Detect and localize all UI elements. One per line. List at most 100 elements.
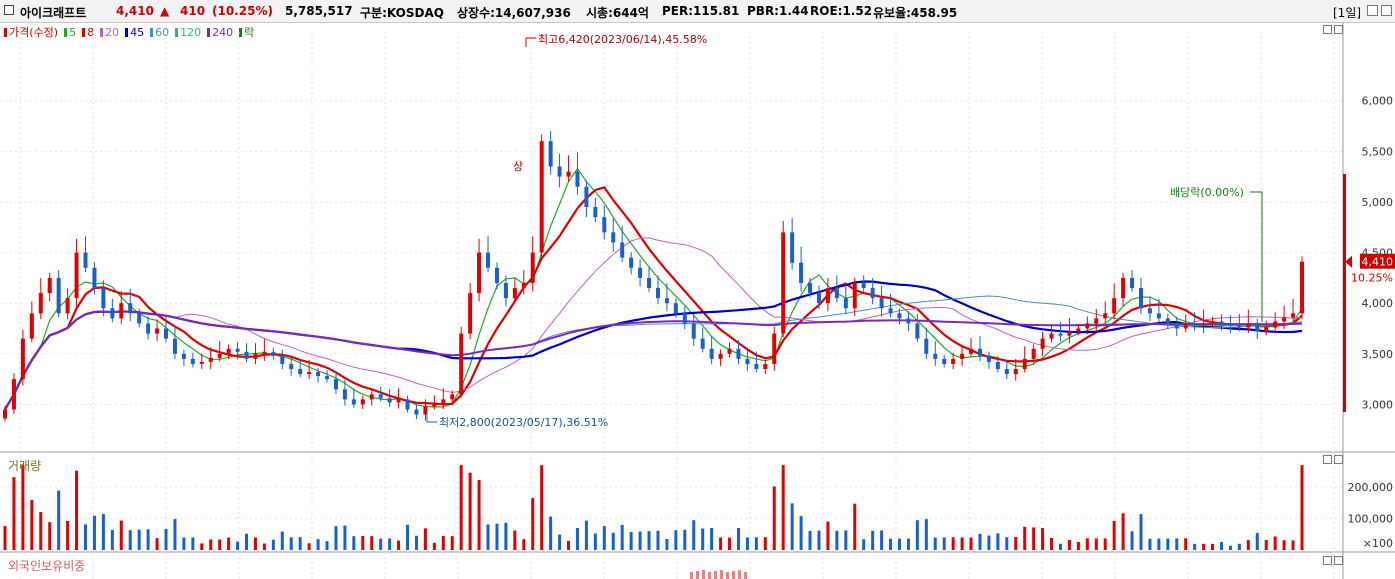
candle-body	[1067, 331, 1072, 336]
period-selector[interactable]: [1일]	[1333, 6, 1362, 20]
legend-swatch-1	[64, 28, 68, 37]
volume-bar	[12, 477, 16, 550]
price-tick-label: 3,500	[1362, 348, 1394, 361]
volume-bar	[200, 543, 204, 550]
high-pointer-icon	[525, 37, 536, 47]
roe-value: ROE:1.52	[810, 4, 873, 18]
candle-body	[593, 207, 598, 218]
candle-body	[369, 394, 374, 400]
volume-bar	[218, 539, 222, 550]
volume-bar	[495, 523, 499, 550]
volume-bar	[271, 539, 275, 550]
pbr-value: PBR:1.44	[747, 4, 809, 18]
volume-bar	[1085, 538, 1089, 550]
legend-item-2[interactable]: 8	[87, 26, 95, 39]
legend-item-6[interactable]: 120	[180, 26, 202, 39]
up-arrow-icon: ▲	[160, 4, 170, 18]
candle-body	[915, 323, 920, 339]
ex-dividend-line	[1250, 191, 1263, 322]
current-price: 4,410	[116, 4, 154, 18]
volume-bar	[209, 539, 213, 550]
volume-bar	[1157, 538, 1161, 550]
candle-body	[181, 353, 186, 359]
volume-bar	[808, 531, 812, 550]
pane-close-icon[interactable]	[1334, 25, 1343, 34]
volume-bar	[1005, 537, 1009, 550]
volume-bar	[835, 530, 839, 550]
volume-bar	[924, 519, 928, 550]
stock-info-bar: 아이크래프트 4,410 ▲ 410 (10.25%) 5,785,517 구분…	[0, 0, 1395, 23]
volume-bar	[611, 532, 615, 550]
maximize-icon[interactable]	[1367, 5, 1378, 16]
volume-bar	[790, 503, 794, 550]
volume-bar	[1202, 543, 1206, 550]
market-type: 구분:KOSDAQ	[360, 6, 444, 20]
volume-bar	[951, 537, 955, 550]
volume-pane-close-icon[interactable]	[1334, 455, 1343, 464]
close-icon[interactable]	[1381, 5, 1392, 16]
candle-body	[727, 348, 732, 354]
candle-body	[843, 298, 848, 309]
candle-body	[199, 361, 204, 364]
legend-item-1[interactable]: 5	[69, 26, 77, 39]
ma45-line	[4, 280, 1303, 411]
current-price-pointer-icon	[1345, 255, 1352, 268]
volume-bar	[379, 538, 383, 550]
candle-body	[763, 363, 768, 370]
volume-bar	[1255, 532, 1259, 550]
candle-body	[3, 409, 7, 419]
volume-bar	[164, 529, 168, 550]
volume-bar	[1139, 514, 1143, 550]
select-checkbox[interactable]	[4, 5, 14, 15]
legend-item-7[interactable]: 240	[212, 26, 234, 39]
volume-bar	[987, 535, 991, 550]
candle-body	[942, 358, 947, 364]
volume-bar	[1237, 543, 1241, 550]
candle-body	[1156, 313, 1161, 319]
volume-bar	[826, 521, 830, 550]
volume-bar	[137, 529, 141, 550]
legend-swatch-6	[175, 28, 179, 37]
candle-body	[47, 277, 52, 294]
ex-dividend-annotation: 배당락(0.00%)	[1170, 186, 1244, 199]
legend-item-5[interactable]: 60	[155, 26, 170, 39]
current-price-box	[1360, 253, 1395, 269]
candle-body	[638, 267, 643, 278]
candle-body	[110, 308, 115, 319]
volume-bar	[92, 515, 96, 550]
candle-body	[235, 348, 240, 352]
volume-bar	[1273, 536, 1277, 550]
candle-body	[1112, 298, 1117, 314]
candle-body	[575, 171, 580, 187]
candle-body	[1085, 323, 1090, 329]
legend-item-0[interactable]: 가격(수정)	[9, 26, 59, 39]
foreign-pane-close-icon[interactable]	[1334, 556, 1343, 565]
candle-body	[709, 348, 714, 359]
volume-bar	[57, 490, 61, 550]
volume-bar	[1291, 540, 1295, 550]
foreign-ratio-bar	[708, 572, 711, 579]
volume-bar	[182, 537, 186, 550]
volume-bar	[522, 539, 526, 550]
legend-item-4[interactable]: 45	[130, 26, 145, 39]
volume-bar	[745, 537, 749, 550]
candle-body	[1138, 288, 1143, 309]
volume-value: 5,785,517	[285, 4, 353, 18]
volume-bar	[665, 538, 669, 550]
volume-pane-maximize-icon[interactable]	[1323, 455, 1332, 464]
volume-bar	[683, 529, 687, 550]
price-chart[interactable]: 6,0005,5005,0004,5004,0003,5003,000200,0…	[0, 22, 1395, 579]
candle-body	[360, 399, 365, 405]
pane-maximize-icon[interactable]	[1323, 25, 1332, 34]
legend-item-8[interactable]: 락	[244, 26, 255, 39]
candle-body	[333, 379, 338, 390]
volume-bar	[1264, 540, 1268, 550]
foreign-pane-maximize-icon[interactable]	[1323, 556, 1332, 565]
volume-bar	[30, 500, 34, 550]
volume-bar	[701, 528, 705, 550]
stock-name[interactable]: 아이크래프트	[20, 6, 87, 20]
volume-bar	[915, 520, 919, 550]
volume-bar	[772, 486, 776, 550]
price-tick-label: 5,500	[1362, 145, 1394, 158]
legend-item-3[interactable]: 20	[105, 26, 120, 39]
